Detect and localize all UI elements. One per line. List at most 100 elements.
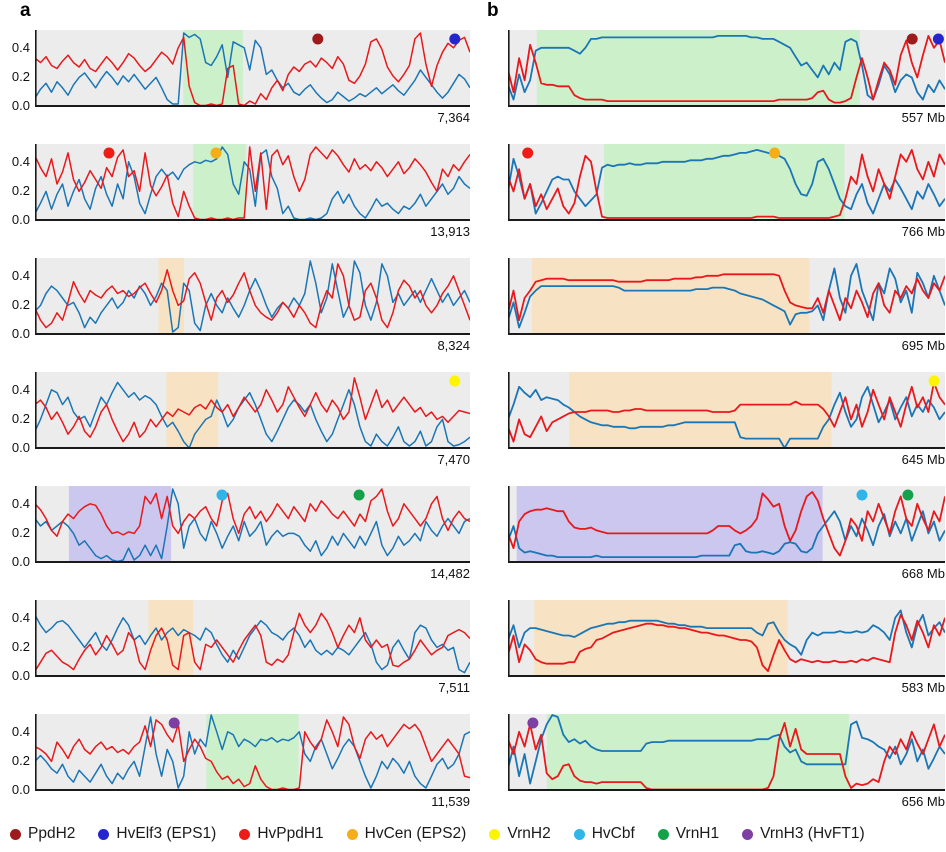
y-tick-label: 0.4 [11, 39, 30, 55]
red-series-line [508, 35, 945, 104]
blue-series-line [35, 32, 470, 105]
y-tick-label: 0.4 [11, 267, 30, 283]
panel-b-5: 668 Mb [508, 486, 946, 586]
blue-series-line [508, 609, 945, 656]
panel-a-2: 0.4 0.2 0.0 13,913 [0, 144, 472, 244]
y-tick-label: 0.2 [11, 411, 30, 427]
y-tick-label: 0.4 [11, 495, 30, 511]
y-tick-label: 0.4 [11, 723, 30, 739]
panel-b-7: 656 Mb [508, 714, 946, 814]
y-axis-ticks: 0.4 0.2 0.0 [0, 30, 32, 112]
panel-xlabel: 766 Mb [901, 224, 945, 239]
panel-xlabel: 583 Mb [901, 680, 945, 695]
blue-series-line [508, 714, 945, 785]
chart-svg [508, 486, 945, 563]
y-axis-ticks: 0.4 0.2 0.0 [0, 600, 32, 682]
panel-a-7: 0.4 0.2 0.0 11,539 [0, 714, 472, 814]
gene-marker-hvppdh1 [522, 147, 534, 159]
panel-letter-a: a [20, 0, 31, 21]
panel-xlabel: 11,539 [431, 794, 470, 809]
x-axis-line [35, 219, 470, 221]
legend: PpdH2 HvElf3 (EPS1) HvPpdH1 HvCen (EPS2) Vrn… [10, 822, 942, 846]
blue-series-line [508, 510, 945, 558]
panel-xlabel: 7,470 [437, 452, 470, 467]
panel-xlabel: 7,364 [437, 110, 470, 125]
panel-xlabel: 695 Mb [901, 338, 945, 353]
gene-marker-hvcbf [856, 489, 868, 501]
legend-label: HvPpdH1 [257, 825, 324, 842]
y-axis-line [35, 258, 37, 335]
red-series-line [35, 32, 470, 107]
y-tick-label: 0.0 [11, 440, 30, 455]
y-axis-ticks: 0.4 0.2 0.0 [0, 258, 32, 340]
y-axis-line [508, 144, 510, 221]
legend-item-ppdh2: PpdH2 [10, 825, 75, 843]
blue-series-line [508, 263, 945, 329]
panel-xlabel: 557 Mb [901, 110, 945, 125]
y-tick-label: 0.0 [11, 554, 30, 569]
y-axis-line [35, 30, 37, 107]
hvcbf-legend-dot-icon [573, 828, 585, 840]
x-axis-line [35, 105, 470, 107]
highlight-region-green [536, 30, 860, 107]
gene-marker-hvelf3 [932, 33, 944, 45]
highlight-region-orange [534, 600, 788, 677]
x-axis-line [35, 333, 470, 335]
red-series-line [35, 146, 470, 221]
chart-svg [508, 600, 945, 677]
gene-marker-vrnh1 [353, 489, 365, 501]
x-axis-line [508, 333, 945, 335]
y-tick-label: 0.2 [11, 525, 30, 541]
y-tick-label: 0.2 [11, 297, 30, 313]
x-axis-line [508, 219, 945, 221]
red-series-line [35, 716, 470, 791]
highlight-region-purple [68, 486, 172, 563]
y-tick-label: 0.2 [11, 753, 30, 769]
vrnh1-legend-dot-icon [657, 828, 669, 840]
chart-svg [508, 144, 945, 221]
x-axis-line [508, 105, 945, 107]
blue-series-line [35, 146, 470, 221]
chart-svg [35, 372, 470, 449]
y-axis-line [35, 600, 37, 677]
gene-marker-ppdh2 [312, 33, 324, 45]
panel-b-2: 766 Mb [508, 144, 946, 244]
y-tick-label: 0.4 [11, 153, 30, 169]
gene-marker-hvppdh1 [103, 147, 115, 159]
chart-svg [35, 600, 470, 677]
panel-b-6: 583 Mb [508, 600, 946, 700]
panel-xlabel: 645 Mb [901, 452, 945, 467]
panel-xlabel: 14,482 [430, 566, 470, 581]
gene-marker-hvcen [769, 147, 781, 159]
plot-background [35, 372, 470, 449]
gene-marker-vrnh1 [902, 489, 914, 501]
y-tick-label: 0.2 [11, 639, 30, 655]
blue-series-line [35, 714, 470, 789]
panel-letter-b: b [487, 0, 499, 21]
y-axis-line [508, 30, 510, 107]
plot-background [35, 30, 470, 107]
y-tick-label: 0.2 [11, 183, 30, 199]
legend-label: VrnH2 [507, 825, 551, 842]
panel-xlabel: 668 Mb [901, 566, 945, 581]
legend-item-vrnh1: VrnH1 [657, 825, 719, 843]
vrnh2-legend-dot-icon [489, 828, 501, 840]
panel-a-1: 0.4 0.2 0.0 7,364 [0, 30, 472, 130]
x-axis-line [35, 561, 470, 563]
y-axis-line [508, 258, 510, 335]
y-axis-ticks: 0.4 0.2 0.0 [0, 486, 32, 568]
blue-series-line [35, 381, 470, 449]
x-axis-line [508, 675, 945, 677]
panel-b-1: 557 Mb [508, 30, 946, 130]
red-series-line [35, 612, 470, 672]
x-axis-line [508, 789, 945, 791]
legend-item-vrnh3: VrnH3 (HvFT1) [742, 825, 865, 843]
panel-a-5: 0.4 0.2 0.0 14,482 [0, 486, 472, 586]
blue-series-line [508, 149, 945, 215]
chart-svg [35, 144, 470, 221]
red-series-line [508, 491, 945, 557]
gene-marker-vrnh3 [527, 717, 539, 729]
y-tick-label: 0.0 [11, 98, 30, 113]
highlight-region-orange [532, 258, 810, 335]
x-axis-line [508, 561, 945, 563]
